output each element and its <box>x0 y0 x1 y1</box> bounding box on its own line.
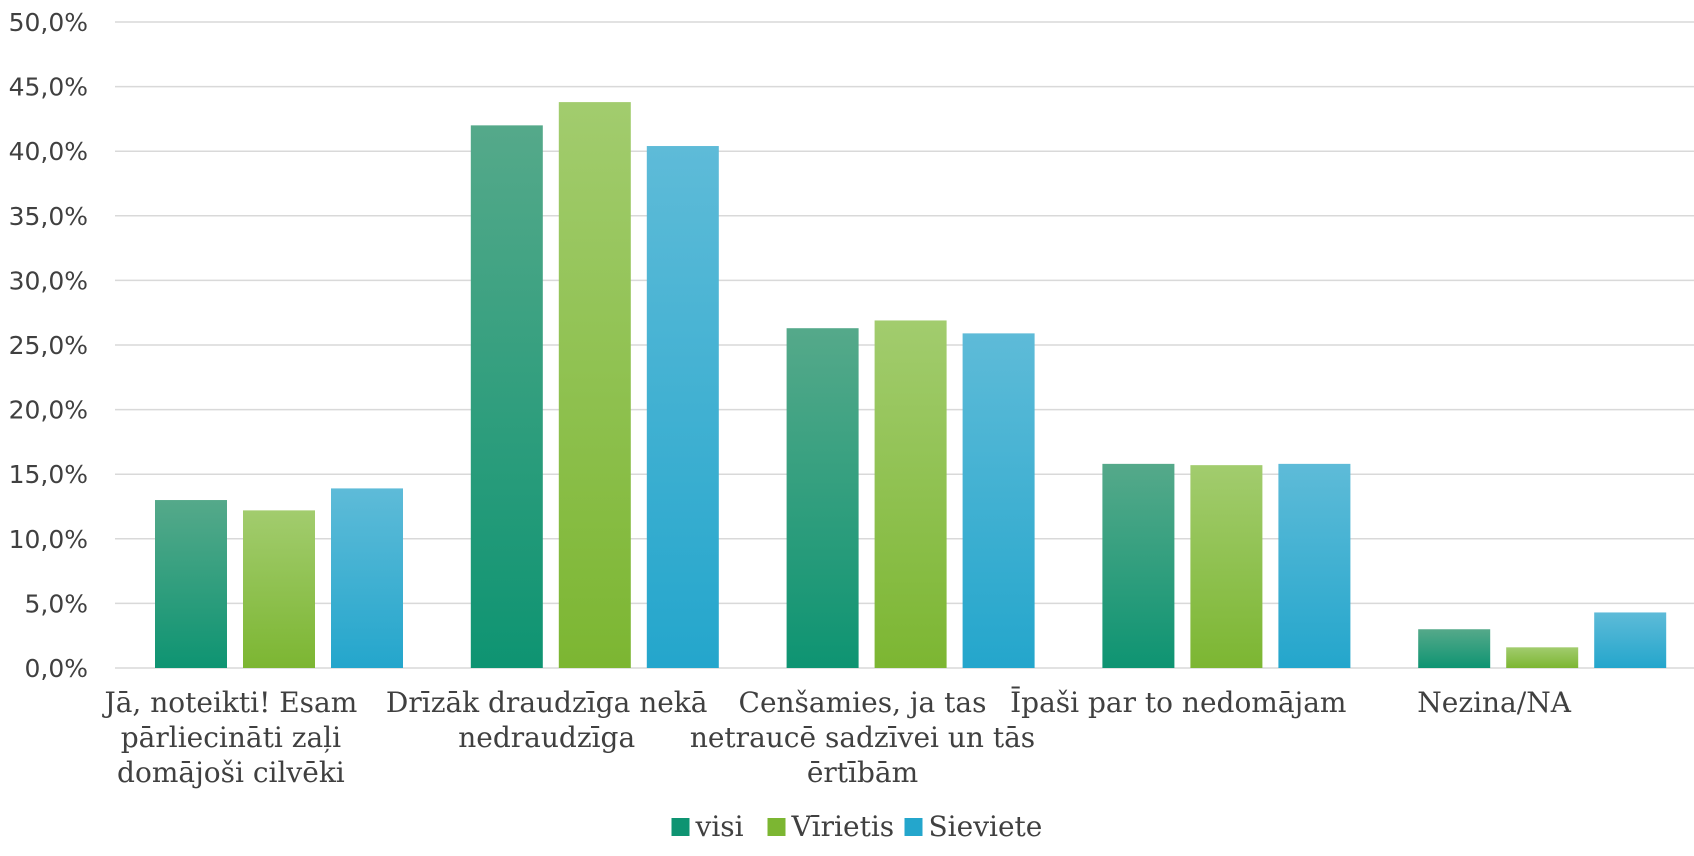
x-category-label: Īpaši par to nedomājam <box>1010 686 1346 719</box>
bar-visi-2 <box>470 125 543 669</box>
bar-sieviete-4 <box>1278 463 1351 668</box>
legend-swatch <box>904 818 923 836</box>
legend-item-sieviete: Sieviete <box>904 810 1043 843</box>
legend-label: Vīrietis <box>791 810 895 843</box>
y-tick-label: 35,0% <box>9 202 88 231</box>
bar-v-rietis-5 <box>1506 647 1579 668</box>
bar-visi-3 <box>786 328 859 668</box>
y-tick-label: 45,0% <box>9 73 88 102</box>
bar-sieviete-2 <box>646 146 719 669</box>
bar-visi-5 <box>1418 629 1491 668</box>
y-tick-label: 40,0% <box>9 137 88 166</box>
y-tick-label: 10,0% <box>9 525 88 554</box>
y-tick-label: 30,0% <box>9 266 88 295</box>
bar-v-rietis-2 <box>558 102 631 668</box>
bar-v-rietis-1 <box>243 510 315 668</box>
legend-swatch <box>767 818 786 836</box>
bar-sieviete-1 <box>331 488 403 668</box>
y-axis-tick-labels: 0,0% 5,0% 10,0% 15,0% 20,0% 25,0% 30,0% 35,0% 40… <box>9 8 88 683</box>
y-tick-label: 20,0% <box>9 396 88 425</box>
legend: visi Vīrietis Sieviete <box>671 810 1043 843</box>
legend-item-v-rietis: Vīrietis <box>767 810 895 843</box>
y-tick-label: 50,0% <box>9 8 88 37</box>
legend-label: Sieviete <box>929 810 1043 843</box>
x-category-label: Nezina/NA <box>1417 686 1571 719</box>
bar-v-rietis-4 <box>1190 465 1263 668</box>
y-tick-label: 5,0% <box>24 589 88 618</box>
y-tick-label: 25,0% <box>9 331 88 360</box>
x-category-label: Jā, noteikti! Esam pārliecināti zaļi domāj… <box>102 686 358 789</box>
x-category-label: Drīzāk draudzīga nekā nedraudzīga <box>386 686 708 754</box>
legend-label: visi <box>695 810 744 843</box>
x-category-label: Cenšamies, ja tas netraucē sadzīvei un tā… <box>690 686 1035 789</box>
bar-visi-1 <box>155 500 227 668</box>
bar-visi-4 <box>1102 463 1175 668</box>
legend-item-visi: visi <box>671 810 744 843</box>
y-tick-label: 0,0% <box>24 654 88 683</box>
y-tick-label: 15,0% <box>9 460 88 489</box>
bars <box>155 102 1667 669</box>
bar-v-rietis-3 <box>874 320 947 668</box>
bar-sieviete-5 <box>1594 612 1667 668</box>
x-axis-category-labels: Jā, noteikti! Esam pārliecināti zaļi domāj… <box>102 686 1572 789</box>
legend-swatch <box>671 818 690 836</box>
bar-sieviete-3 <box>962 333 1035 668</box>
